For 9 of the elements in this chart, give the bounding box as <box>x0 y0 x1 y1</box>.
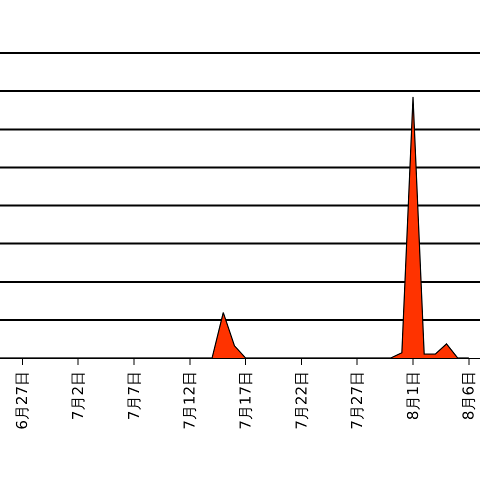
x-tick-label: 7月12日 <box>180 371 199 430</box>
x-tick-label: 7月2日 <box>69 371 88 420</box>
x-tick-label: 7月22日 <box>292 371 310 430</box>
x-tick-label: 7月7日 <box>124 371 143 420</box>
x-tick-label: 7月17日 <box>236 371 254 430</box>
x-tick-label: 8月6日 <box>460 371 478 420</box>
x-tick-label: 6月27日 <box>13 371 32 430</box>
x-tick-label: 7月27日 <box>348 371 366 430</box>
x-tick-label: 8月1日 <box>404 371 422 420</box>
